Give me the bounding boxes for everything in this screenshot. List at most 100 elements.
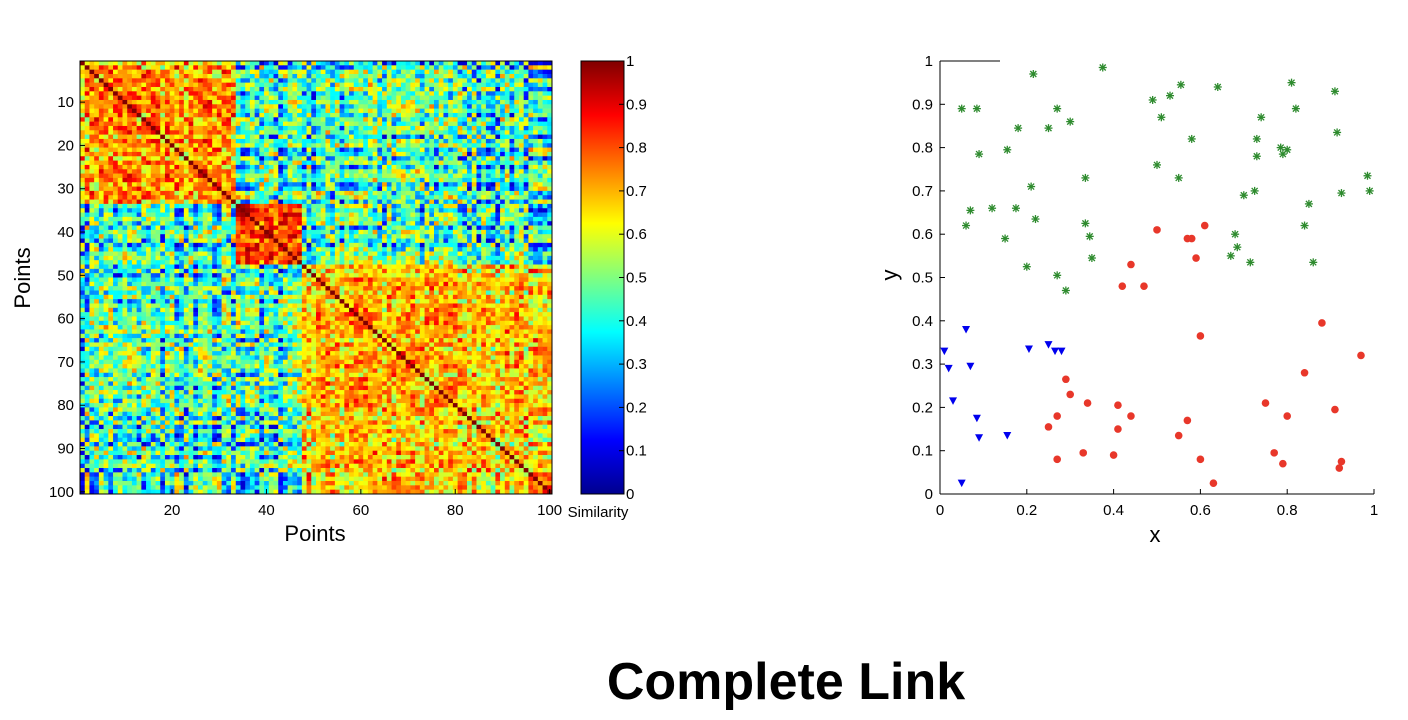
heatmap-cell — [117, 121, 123, 127]
heatmap-cell — [485, 112, 491, 118]
heatmap-cell — [382, 156, 388, 161]
heatmap-cell — [377, 216, 383, 222]
heatmap-cell — [164, 234, 170, 239]
heatmap-cell — [216, 238, 222, 244]
heatmap-cell — [514, 234, 520, 239]
heatmap-cell — [231, 104, 237, 109]
heatmap-cell — [320, 229, 326, 235]
heatmap-cell — [108, 78, 114, 83]
heatmap-cell — [485, 160, 491, 166]
heatmap-cell — [476, 173, 482, 179]
heatmap-cell — [254, 247, 260, 252]
heatmap-cell — [131, 99, 137, 105]
heatmap-cell — [297, 260, 303, 265]
heatmap-cell — [523, 234, 529, 239]
heatmap-cell — [259, 61, 265, 66]
heatmap-cell — [169, 203, 175, 209]
heatmap-cell — [131, 177, 137, 183]
heatmap-cell — [391, 86, 397, 92]
heatmap-cell — [462, 264, 468, 270]
heatmap-cell — [278, 221, 284, 226]
heatmap-cell — [514, 268, 520, 274]
heatmap-cell — [533, 195, 539, 200]
heatmap-cell — [259, 130, 265, 135]
heatmap-cell — [84, 82, 90, 88]
heatmap-cell — [330, 65, 336, 70]
heatmap-cell — [141, 199, 147, 205]
heatmap-cell — [509, 73, 515, 79]
heatmap-cell — [84, 225, 90, 231]
heatmap-cell — [113, 164, 119, 170]
heatmap-cell — [485, 78, 491, 83]
heatmap-cell — [249, 242, 255, 248]
heatmap-cell — [301, 160, 307, 166]
heatmap-cell — [254, 195, 260, 200]
heatmap-cell — [212, 151, 218, 157]
heatmap-cell — [382, 208, 388, 213]
heatmap-cell — [226, 143, 232, 148]
heatmap-cell — [452, 273, 458, 278]
heatmap-cell — [490, 138, 496, 144]
heatmap-cell — [358, 117, 364, 122]
heatmap-cell — [500, 199, 506, 205]
heatmap-cell — [231, 234, 237, 239]
heatmap-cell — [268, 164, 274, 170]
heatmap-cell — [316, 208, 322, 213]
heatmap-cell — [438, 78, 444, 83]
heatmap-cell — [537, 121, 543, 127]
heatmap-cell — [500, 251, 506, 257]
heatmap-cell — [377, 117, 383, 122]
heatmap-cell — [424, 260, 430, 265]
heatmap-cell — [471, 65, 477, 70]
heatmap-cell — [155, 260, 161, 265]
heatmap-cell — [485, 130, 491, 135]
heatmap-cell — [141, 229, 147, 235]
heatmap-cell — [216, 203, 222, 209]
heatmap-cell — [292, 273, 298, 278]
heatmap-cell — [306, 117, 312, 122]
heatmap-cell — [334, 169, 340, 174]
heatmap-cell — [273, 182, 279, 187]
heatmap-cell — [542, 216, 548, 222]
heatmap-cell — [108, 91, 114, 96]
heatmap-cell — [330, 99, 336, 105]
heatmap-cell — [547, 117, 553, 122]
heatmap-cell — [448, 190, 454, 196]
heatmap-cell — [372, 203, 378, 209]
heatmap-cell — [94, 273, 100, 278]
heatmap-cell — [306, 203, 312, 209]
heatmap-cell — [108, 247, 114, 252]
heatmap-cell — [490, 190, 496, 196]
heatmap-cell — [443, 134, 449, 140]
heatmap-cell — [547, 234, 553, 239]
heatmap-cell — [141, 208, 147, 213]
heatmap-cell — [282, 255, 288, 261]
heatmap-cell — [282, 82, 288, 88]
heatmap-cell — [495, 108, 501, 114]
heatmap-cell — [80, 255, 86, 261]
heatmap-cell — [438, 104, 444, 109]
heatmap-cell — [212, 195, 218, 200]
heatmap-cell — [339, 147, 345, 153]
heatmap-cell — [84, 203, 90, 209]
heatmap-cell — [160, 138, 166, 144]
heatmap-cell — [207, 173, 213, 179]
heatmap-cell — [113, 121, 119, 127]
heatmap-cell — [240, 264, 246, 270]
heatmap-cell — [273, 264, 279, 270]
heatmap-cell — [216, 156, 222, 161]
heatmap-cell — [448, 125, 454, 131]
heatmap-cell — [150, 82, 156, 88]
heatmap-cell — [117, 99, 123, 105]
heatmap-cell — [249, 78, 255, 83]
heatmap-cell — [457, 112, 463, 118]
heatmap-cell — [216, 169, 222, 174]
heatmap-cell — [410, 61, 416, 66]
heatmap-cell — [367, 112, 373, 118]
heatmap-cell — [372, 221, 378, 226]
heatmap-cell — [330, 134, 336, 140]
heatmap-cell — [429, 65, 435, 70]
heatmap-cell — [198, 138, 204, 144]
heatmap-cell — [174, 125, 180, 131]
heatmap-cell — [103, 130, 109, 135]
